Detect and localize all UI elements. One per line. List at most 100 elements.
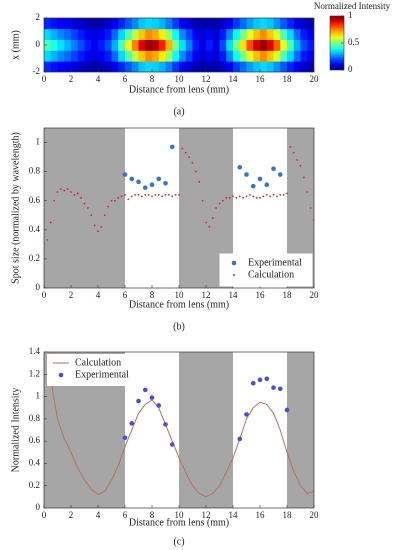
- data-point: [149, 395, 155, 400]
- data-point: [63, 189, 66, 192]
- data-point: [137, 194, 140, 196]
- y-tick-label: 0: [36, 39, 41, 49]
- data-point: [107, 205, 110, 208]
- x-tick-label: 10: [175, 510, 185, 520]
- x-axis-label: Distance from lens (mm): [129, 517, 229, 528]
- heat-cell: [91, 28, 99, 40]
- heat-cell: [50, 18, 58, 30]
- x-tick-label: 0: [42, 290, 47, 300]
- heat-cell: [145, 18, 153, 30]
- heat-cell: [172, 50, 180, 62]
- data-point: [156, 403, 162, 408]
- heat-cell: [118, 28, 126, 40]
- heat-cell: [125, 18, 133, 30]
- heat-cell: [293, 39, 301, 51]
- heat-cell: [50, 61, 58, 72]
- data-point: [289, 146, 292, 148]
- heat-cell: [98, 61, 106, 72]
- heat-cell: [219, 18, 227, 30]
- heat-cell: [307, 50, 314, 62]
- heat-cell: [206, 18, 214, 30]
- x-tick-label: 2: [69, 510, 74, 520]
- data-point: [225, 196, 228, 199]
- heat-cell: [239, 18, 247, 30]
- heat-cell: [233, 39, 241, 51]
- data-point: [140, 195, 143, 198]
- data-point: [122, 435, 128, 441]
- heat-cell: [50, 28, 58, 40]
- data-point: [86, 207, 89, 209]
- data-point: [113, 199, 116, 202]
- heat-cell: [307, 61, 314, 72]
- colorbar-tick-label: 0: [348, 64, 353, 74]
- heat-cell: [64, 18, 72, 30]
- y-tick-label: 1: [36, 391, 41, 401]
- heat-cell: [104, 28, 112, 40]
- data-point: [120, 195, 123, 198]
- heat-cell: [152, 61, 160, 72]
- x-tick-label: 8: [150, 510, 155, 520]
- heat-cell: [44, 39, 52, 51]
- x-tick-label: 16: [256, 290, 266, 300]
- heat-cell: [260, 61, 268, 72]
- heat-cell: [239, 39, 247, 51]
- x-tick-label: 16: [256, 510, 266, 520]
- heat-cell: [71, 18, 79, 30]
- x-tick-label: 6: [123, 510, 128, 520]
- heat-cell: [239, 28, 247, 40]
- data-point: [218, 202, 221, 205]
- heat-cell: [280, 28, 288, 40]
- heat-cell: [138, 28, 146, 40]
- heat-cell: [165, 61, 173, 72]
- data-point: [129, 176, 135, 182]
- heat-cell: [226, 61, 234, 72]
- heat-cell: [84, 28, 92, 40]
- heat-cell: [219, 28, 227, 40]
- heat-cell: [185, 39, 193, 51]
- heat-cell: [104, 39, 112, 51]
- plot-area: [44, 18, 314, 72]
- legend-box: [47, 354, 139, 386]
- data-point: [272, 194, 275, 196]
- heat-cell: [280, 39, 288, 51]
- y-tick-label: 1.2: [29, 368, 40, 378]
- data-point: [83, 202, 86, 205]
- data-point: [194, 170, 197, 173]
- heat-cell: [57, 18, 65, 30]
- heat-cell: [172, 39, 180, 51]
- data-point: [309, 207, 312, 209]
- heat-cell: [226, 28, 234, 40]
- data-point: [93, 224, 96, 227]
- heat-cell: [57, 50, 65, 62]
- data-point: [250, 380, 256, 386]
- data-point: [257, 377, 263, 383]
- heat-cell: [253, 61, 261, 72]
- heat-cell: [152, 39, 160, 51]
- heat-cell: [226, 18, 234, 30]
- heat-cell: [253, 39, 261, 51]
- heat-cell: [273, 39, 281, 51]
- x-tick-label: 14: [229, 74, 239, 84]
- heat-cell: [111, 50, 119, 62]
- heat-cell: [192, 50, 200, 62]
- heat-cell: [233, 28, 241, 40]
- heat-cell: [44, 61, 52, 72]
- heat-cell: [273, 50, 281, 62]
- heat-cell: [287, 28, 295, 40]
- heat-cell: [138, 61, 146, 72]
- heat-cell: [77, 28, 85, 40]
- data-point: [259, 196, 261, 199]
- heat-cell: [253, 28, 261, 40]
- data-point: [255, 196, 258, 199]
- heat-cell: [57, 39, 65, 51]
- heat-cell: [131, 50, 139, 62]
- x-tick-label: 2: [69, 290, 74, 300]
- data-point: [201, 199, 204, 202]
- data-point: [244, 412, 249, 417]
- x-tick-label: 18: [283, 290, 293, 300]
- shaded-region: [179, 352, 233, 508]
- caption: (c): [173, 536, 184, 547]
- heat-cell: [71, 50, 79, 62]
- heat-cell: [260, 18, 268, 30]
- heat-cell: [293, 61, 301, 72]
